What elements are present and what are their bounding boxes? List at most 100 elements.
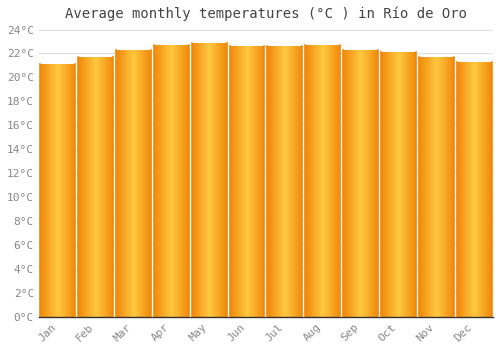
Bar bbox=[185, 45, 186, 317]
Bar bbox=[192, 43, 193, 317]
Bar bbox=[172, 45, 174, 317]
Bar bbox=[282, 46, 283, 317]
Bar bbox=[180, 45, 181, 317]
Bar bbox=[293, 46, 294, 317]
Bar bbox=[260, 46, 261, 317]
Bar bbox=[164, 45, 165, 317]
Bar bbox=[476, 62, 477, 317]
Bar bbox=[259, 46, 260, 317]
Bar bbox=[420, 57, 421, 317]
Bar bbox=[343, 50, 344, 317]
Bar bbox=[372, 50, 373, 317]
Bar bbox=[433, 57, 434, 317]
Bar bbox=[73, 64, 74, 317]
Bar bbox=[452, 57, 453, 317]
Bar bbox=[484, 62, 486, 317]
Bar bbox=[40, 64, 41, 317]
Bar bbox=[262, 46, 263, 317]
Bar bbox=[112, 57, 113, 317]
Bar bbox=[459, 62, 460, 317]
Bar bbox=[352, 50, 353, 317]
Bar bbox=[344, 50, 345, 317]
Bar bbox=[356, 50, 357, 317]
Bar bbox=[461, 62, 462, 317]
Bar bbox=[179, 45, 180, 317]
Bar bbox=[118, 50, 119, 317]
Bar bbox=[86, 57, 87, 317]
Bar bbox=[435, 57, 436, 317]
Bar bbox=[465, 62, 466, 317]
Bar bbox=[214, 43, 216, 317]
Bar bbox=[478, 62, 479, 317]
Bar bbox=[466, 62, 467, 317]
Bar bbox=[224, 43, 225, 317]
Bar bbox=[409, 52, 410, 317]
Bar bbox=[408, 52, 409, 317]
Bar bbox=[275, 46, 276, 317]
Bar bbox=[359, 50, 360, 317]
Bar bbox=[158, 45, 159, 317]
Bar bbox=[402, 52, 404, 317]
Bar bbox=[298, 46, 299, 317]
Bar bbox=[482, 62, 483, 317]
Bar bbox=[176, 45, 177, 317]
Bar bbox=[234, 46, 235, 317]
Bar bbox=[212, 43, 214, 317]
Bar bbox=[124, 50, 125, 317]
Bar bbox=[333, 45, 334, 317]
Bar bbox=[324, 45, 325, 317]
Bar bbox=[463, 62, 464, 317]
Bar bbox=[142, 50, 143, 317]
Bar bbox=[434, 57, 435, 317]
Bar bbox=[248, 46, 249, 317]
Bar bbox=[422, 57, 423, 317]
Bar bbox=[110, 57, 111, 317]
Bar bbox=[460, 62, 461, 317]
Bar bbox=[144, 50, 146, 317]
Bar bbox=[208, 43, 209, 317]
Bar bbox=[201, 43, 202, 317]
Bar bbox=[128, 50, 130, 317]
Bar bbox=[316, 45, 317, 317]
Bar bbox=[288, 46, 289, 317]
Bar bbox=[300, 46, 301, 317]
Bar bbox=[150, 50, 151, 317]
Bar bbox=[376, 50, 378, 317]
Bar bbox=[442, 57, 443, 317]
Bar bbox=[385, 52, 386, 317]
Bar bbox=[292, 46, 293, 317]
Bar bbox=[271, 46, 272, 317]
Bar bbox=[220, 43, 221, 317]
Bar bbox=[136, 50, 137, 317]
Bar bbox=[470, 62, 472, 317]
Bar bbox=[309, 45, 310, 317]
Bar bbox=[79, 57, 80, 317]
Bar bbox=[216, 43, 217, 317]
Bar bbox=[93, 57, 94, 317]
Bar bbox=[335, 45, 336, 317]
Bar bbox=[51, 64, 52, 317]
Bar bbox=[52, 64, 53, 317]
Bar bbox=[274, 46, 275, 317]
Bar bbox=[291, 46, 292, 317]
Bar bbox=[393, 52, 394, 317]
Bar bbox=[448, 57, 449, 317]
Bar bbox=[312, 45, 313, 317]
Bar bbox=[311, 45, 312, 317]
Bar bbox=[221, 43, 222, 317]
Bar bbox=[196, 43, 198, 317]
Bar bbox=[338, 45, 340, 317]
Bar bbox=[120, 50, 121, 317]
Bar bbox=[439, 57, 440, 317]
Bar bbox=[283, 46, 284, 317]
Bar bbox=[209, 43, 210, 317]
Bar bbox=[66, 64, 67, 317]
Bar bbox=[140, 50, 141, 317]
Bar bbox=[218, 43, 219, 317]
Bar bbox=[331, 45, 332, 317]
Bar bbox=[121, 50, 122, 317]
Bar bbox=[99, 57, 100, 317]
Bar bbox=[392, 52, 393, 317]
Bar bbox=[143, 50, 144, 317]
Bar bbox=[67, 64, 68, 317]
